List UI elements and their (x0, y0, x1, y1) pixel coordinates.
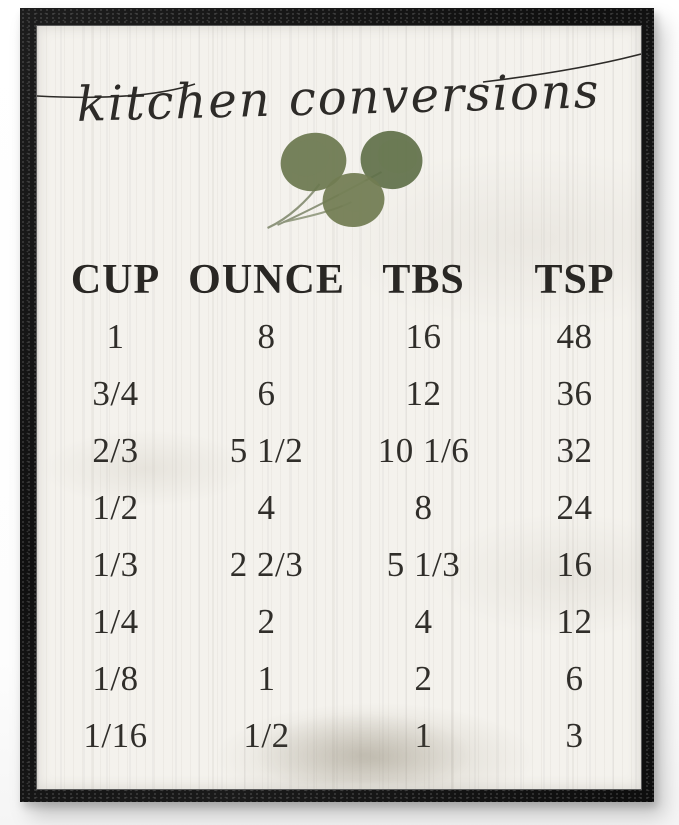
column-header-cup: CUP (70, 257, 161, 303)
table-cell: 8 (257, 316, 276, 356)
table-cell: 1 (106, 316, 125, 356)
table-cell: 24 (556, 487, 593, 527)
table-cell: 6 (257, 373, 276, 413)
right-flourish-line (482, 53, 641, 83)
table-cell: 1/4 (92, 601, 139, 641)
table-cell: 12 (405, 373, 442, 413)
table-cell: 1/8 (92, 658, 139, 698)
column-header-tbs: TBS (382, 257, 465, 303)
table-cell: 1/3 (92, 544, 139, 584)
poster-canvas: kitchen conversions CUP OUNCE TBS TSP 1 … (37, 26, 641, 789)
column-header-tsp: TSP (534, 257, 615, 303)
left-flourish-line (37, 83, 196, 99)
table-cell: 1 (257, 658, 276, 698)
table-cell: 5 1/2 (229, 430, 304, 470)
table-cell: 36 (556, 373, 593, 413)
picture-frame: kitchen conversions CUP OUNCE TBS TSP 1 … (20, 8, 654, 802)
table-cell: 2/3 (92, 430, 139, 470)
table-cell: 5 1/3 (386, 544, 461, 584)
table-cell: 16 (405, 316, 442, 356)
table-cell: 2 (414, 658, 433, 698)
table-cell: 2 2/3 (229, 544, 304, 584)
table-cell: 6 (565, 658, 584, 698)
table-cell: 8 (414, 487, 433, 527)
title-banner: kitchen conversions (37, 53, 641, 133)
table-cell: 4 (257, 487, 276, 527)
table-cell: 1/2 (243, 715, 290, 755)
table-cell: 10 1/6 (377, 430, 470, 470)
table-cell: 1/16 (83, 715, 148, 755)
poster-title: kitchen conversions (76, 63, 601, 133)
table-cell: 3/4 (92, 373, 139, 413)
table-cell: 1 (414, 715, 433, 755)
table-cell: 1/2 (92, 487, 139, 527)
table-cell: 3 (565, 715, 584, 755)
conversion-table: CUP OUNCE TBS TSP 1 8 16 48 3/4 6 12 36 … (37, 251, 641, 764)
column-header-ounce: OUNCE (188, 257, 345, 303)
table-cell: 48 (556, 316, 593, 356)
table-cell: 32 (556, 430, 593, 470)
table-cell: 12 (556, 601, 593, 641)
table-cell: 16 (556, 544, 593, 584)
table-cell: 2 (257, 601, 276, 641)
table-cell: 4 (414, 601, 433, 641)
eucalyptus-leaves-icon (267, 130, 423, 230)
